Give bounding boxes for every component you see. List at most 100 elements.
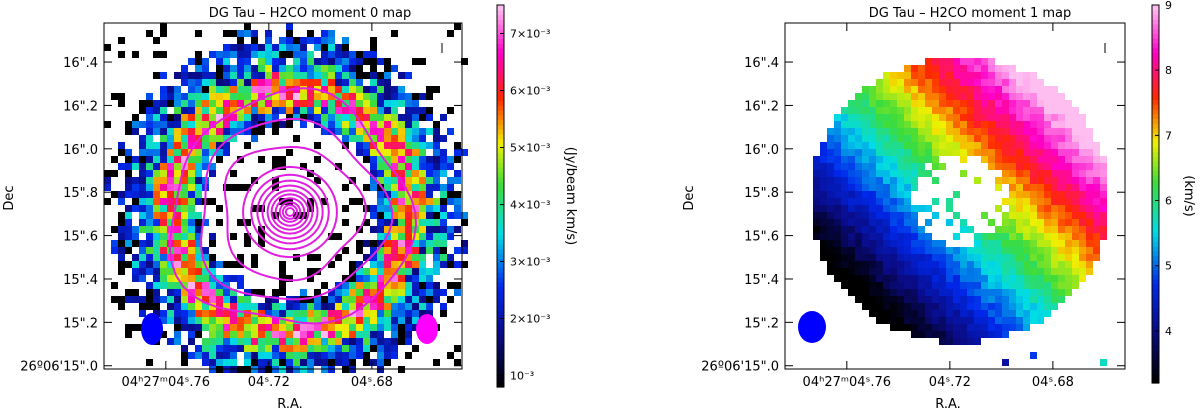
moment0-pixel bbox=[440, 198, 447, 205]
moment1-pixel bbox=[911, 310, 918, 317]
moment0-pixel bbox=[195, 331, 202, 338]
moment0-pixel bbox=[293, 51, 300, 58]
moment0-pixel bbox=[384, 219, 391, 226]
moment0-pixel bbox=[195, 184, 202, 191]
moment1-pixel bbox=[848, 100, 855, 107]
moment0-pixel bbox=[342, 303, 349, 310]
moment1-pixel bbox=[1023, 184, 1030, 191]
moment1-pixel bbox=[1030, 233, 1037, 240]
moment0-pixel bbox=[223, 65, 230, 72]
x-tick-label: 04ˢ.72 bbox=[929, 375, 971, 390]
moment1-pixel bbox=[1016, 212, 1023, 219]
moment1-pixel bbox=[1051, 296, 1058, 303]
moment1-pixel bbox=[1044, 107, 1051, 114]
colorbar-segment bbox=[1152, 80, 1159, 86]
moment0-pixel bbox=[132, 198, 139, 205]
moment0-pixel bbox=[328, 331, 335, 338]
moment0-pixel bbox=[391, 65, 398, 72]
moment1-pixel bbox=[988, 135, 995, 142]
moment0-pixel bbox=[349, 282, 356, 289]
moment0-pixel bbox=[349, 261, 356, 268]
moment1-pixel bbox=[869, 107, 876, 114]
moment1-pixel bbox=[918, 275, 925, 282]
moment1-pixel bbox=[1072, 177, 1079, 184]
moment0-pixel bbox=[384, 359, 391, 366]
moment0-pixel bbox=[244, 100, 251, 107]
moment0-pixel bbox=[335, 324, 342, 331]
moment0-pixel bbox=[377, 121, 384, 128]
moment0-pixel bbox=[209, 121, 216, 128]
moment0-pixel bbox=[265, 303, 272, 310]
moment1-pixel bbox=[974, 261, 981, 268]
moment1-pixel bbox=[946, 268, 953, 275]
moment1-pixel bbox=[960, 79, 967, 86]
moment0-pixel bbox=[307, 93, 314, 100]
moment0-pixel bbox=[251, 324, 258, 331]
moment1-pixel bbox=[946, 247, 953, 254]
moment0-pixel bbox=[153, 163, 160, 170]
moment0-pixel bbox=[391, 30, 398, 37]
moment0-pixel bbox=[244, 338, 251, 345]
moment1-pixel bbox=[848, 219, 855, 226]
moment1-pixel bbox=[1093, 149, 1100, 156]
moment1-pixel bbox=[1016, 268, 1023, 275]
moment1-pixel bbox=[1044, 233, 1051, 240]
moment0-pixel bbox=[146, 142, 153, 149]
moment0-pixel bbox=[125, 191, 132, 198]
moment0-pixel bbox=[419, 170, 426, 177]
moment0-pixel bbox=[293, 79, 300, 86]
moment0-pixel bbox=[160, 191, 167, 198]
moment1-pixel bbox=[813, 163, 820, 170]
moment1-pixel bbox=[918, 114, 925, 121]
moment0-pixel bbox=[132, 296, 139, 303]
moment0-pixel bbox=[153, 289, 160, 296]
moment0-pixel bbox=[461, 240, 468, 247]
moment1-pixel bbox=[883, 296, 890, 303]
moment1-pixel bbox=[1016, 303, 1023, 310]
moment1-pixel bbox=[946, 86, 953, 93]
moment1-pixel bbox=[869, 268, 876, 275]
moment0-pixel bbox=[272, 44, 279, 51]
moment0-pixel bbox=[132, 191, 139, 198]
colorbar-segment bbox=[1152, 127, 1159, 134]
moment0-pixel bbox=[181, 261, 188, 268]
moment0-pixel bbox=[391, 289, 398, 296]
moment0-pixel bbox=[132, 261, 139, 268]
moment1-pixel bbox=[1044, 275, 1051, 282]
moment0-pixel bbox=[300, 338, 307, 345]
moment0-pixel bbox=[202, 72, 209, 79]
moment0-pixel bbox=[314, 93, 321, 100]
colorbar-segment bbox=[1152, 293, 1159, 299]
moment0-pixel bbox=[405, 114, 412, 121]
moment0-pixel bbox=[426, 219, 433, 226]
moment0-pixel bbox=[174, 170, 181, 177]
moment0-pixel bbox=[153, 310, 160, 317]
moment1-pixel bbox=[1037, 156, 1044, 163]
moment0-pixel bbox=[195, 128, 202, 135]
moment0-pixel bbox=[370, 135, 377, 142]
moment0-pixel bbox=[258, 317, 265, 324]
moment0-pixel bbox=[160, 275, 167, 282]
moment1-pixel bbox=[911, 79, 918, 86]
moment1-pixel bbox=[988, 86, 995, 93]
moment0-pixel bbox=[314, 254, 321, 261]
moment1-pixel bbox=[939, 268, 946, 275]
moment0-pixel bbox=[230, 338, 237, 345]
moment1-pixel bbox=[1044, 198, 1051, 205]
moment1-pixel bbox=[1044, 240, 1051, 247]
moment0-pixel bbox=[230, 331, 237, 338]
moment0-pixel bbox=[237, 107, 244, 114]
moment1-pixel bbox=[820, 212, 827, 219]
moment1-pixel bbox=[834, 212, 841, 219]
moment1-pixel bbox=[1086, 261, 1093, 268]
moment0-pixel bbox=[188, 324, 195, 331]
moment0-pixel bbox=[384, 345, 391, 352]
moment1-pixel bbox=[1009, 93, 1016, 100]
moment0-pixel bbox=[153, 100, 160, 107]
colorbar-tick-label: 5×10⁻³ bbox=[510, 142, 550, 155]
moment0-pixel bbox=[349, 198, 356, 205]
moment0-pixel bbox=[328, 86, 335, 93]
moment1-pixel bbox=[1100, 226, 1107, 233]
moment0-pixel bbox=[286, 114, 293, 121]
moment1-pixel bbox=[911, 275, 918, 282]
